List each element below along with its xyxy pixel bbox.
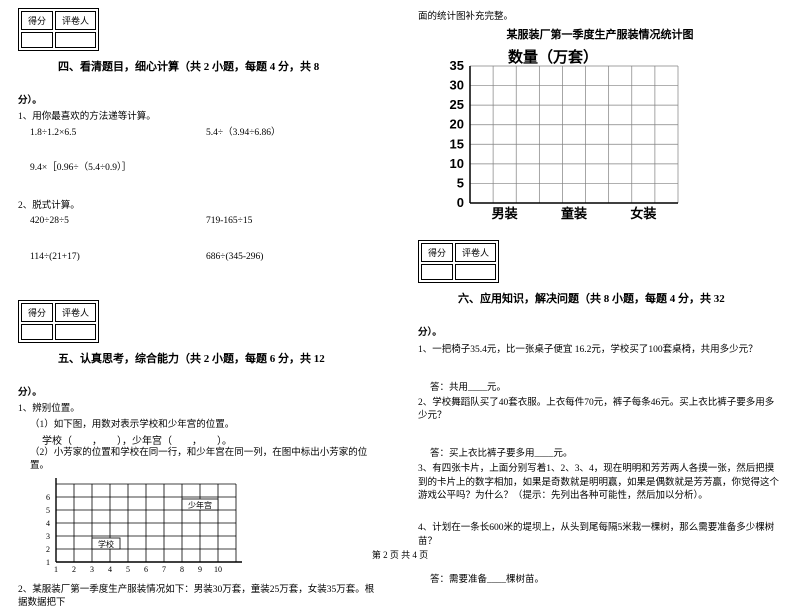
- left-column: 得分 评卷人 四、看清题目，细心计算（共 2 小题，每题 4 分，共 8 分）。…: [0, 0, 400, 540]
- svg-text:2: 2: [72, 565, 76, 574]
- a6-4: 答：需要准备____棵树苗。: [430, 571, 782, 585]
- section-4-title: 四、看清题目，细心计算（共 2 小题，每题 4 分，共 8: [58, 58, 382, 74]
- page-footer: 第 2 页 共 4 页: [0, 548, 800, 561]
- section-6-cont: 分）。: [418, 327, 782, 340]
- svg-text:25: 25: [450, 97, 464, 112]
- svg-text:5: 5: [126, 565, 130, 574]
- score-box-6: 得分 评卷人: [418, 240, 499, 283]
- section-4-cont: 分）。: [18, 95, 382, 108]
- svg-text:5: 5: [457, 176, 464, 191]
- svg-text:15: 15: [450, 137, 464, 152]
- q4-2c: 114÷(21+17): [30, 251, 206, 264]
- svg-text:7: 7: [162, 565, 166, 574]
- svg-text:1: 1: [54, 565, 58, 574]
- q5-1b: 学校（ ， ），少年宫（ ， ）。: [42, 432, 382, 447]
- svg-text:3: 3: [90, 565, 94, 574]
- svg-text:4: 4: [108, 565, 112, 574]
- right-column: 面的统计图补充完整。 某服装厂第一季度生产服装情况统计图 数量（万套） 0 5 10 1…: [400, 0, 800, 540]
- svg-text:童装: 童装: [561, 206, 587, 221]
- q6-3: 3、有四张卡片，上面分别写着1、2、3、4，现在明明和芳芳两人各摸一张，然后把摸…: [418, 463, 782, 503]
- q6-1: 1、一把椅子35.4元，比一张桌子便宜 16.2元，学校买了100套桌椅，共用多…: [418, 344, 782, 357]
- score-box-5: 得分 评卷人: [18, 300, 99, 343]
- q4-2b: 719-165÷15: [206, 215, 382, 228]
- svg-text:20: 20: [450, 117, 464, 132]
- q4-1b: 5.4÷（3.94÷6.86）: [206, 127, 382, 140]
- grader-label: 评卷人: [55, 11, 96, 30]
- svg-text:6: 6: [46, 493, 50, 502]
- svg-text:10: 10: [450, 156, 464, 171]
- q5-1c: （2）小芳家的位置和学校在同一行，和少年宫在同一列，在图中标出小芳家的位置。: [30, 447, 382, 474]
- svg-text:6: 6: [144, 565, 148, 574]
- q6-4: 4、计划在一条长600米的堤坝上，从头到尾每隔5米栽一棵树，那么需要准备多少棵树…: [418, 522, 782, 549]
- svg-text:0: 0: [457, 195, 464, 210]
- svg-text:30: 30: [450, 78, 464, 93]
- q5-1a: （1）如下图，用数对表示学校和少年宫的位置。: [30, 419, 382, 432]
- q6-2: 2、学校舞蹈队买了40套衣服。上衣每件70元，裤子每条46元。买上衣比裤子要多用…: [418, 397, 782, 424]
- a6-2: 答：买上衣比裤子要多用____元。: [430, 445, 782, 459]
- svg-text:4: 4: [46, 519, 50, 528]
- score-label: 得分: [21, 11, 53, 30]
- svg-text:5: 5: [46, 506, 50, 515]
- q4-2: 2、脱式计算。: [18, 200, 382, 213]
- bar-chart: 数量（万套） 0 5 10 15 20 25 30 35 男装 童装 女装: [428, 46, 782, 226]
- svg-text:3: 3: [46, 532, 50, 541]
- a6-1: 答：共用____元。: [430, 379, 782, 393]
- position-grid: 12345612345678910学校少年宫: [36, 478, 382, 578]
- svg-text:男装: 男装: [492, 206, 518, 221]
- q4-1: 1、用你最喜欢的方法递等计算。: [18, 111, 382, 124]
- section-5-title: 五、认真思考，综合能力（共 2 小题，每题 6 分，共 12: [58, 350, 382, 366]
- q4-1c: 9.4×［0.96÷（5.4÷0.9）］: [30, 162, 382, 175]
- svg-text:8: 8: [180, 565, 184, 574]
- svg-text:女装: 女装: [630, 206, 656, 221]
- chart-intro: 面的统计图补充完整。: [418, 11, 782, 24]
- q5-2: 2、某服装厂第一季度生产服装情况如下：男装30万套，童装25万套，女装35万套。…: [18, 584, 382, 610]
- q4-1a: 1.8÷1.2×6.5: [30, 127, 206, 140]
- svg-text:9: 9: [198, 565, 202, 574]
- svg-text:10: 10: [214, 565, 222, 574]
- section-6-title: 六、应用知识，解决问题（共 8 小题，每题 4 分，共 32: [458, 290, 782, 306]
- q4-2a: 420÷28÷5: [30, 215, 206, 228]
- svg-text:数量（万套）: 数量（万套）: [508, 48, 598, 66]
- svg-text:少年宫: 少年宫: [188, 500, 212, 510]
- section-5-cont: 分）。: [18, 387, 382, 400]
- chart-title: 某服装厂第一季度生产服装情况统计图: [418, 26, 782, 42]
- svg-text:35: 35: [450, 58, 464, 73]
- q5-1: 1、辨别位置。: [18, 403, 382, 416]
- score-box-4: 得分 评卷人: [18, 8, 99, 51]
- q4-2d: 686÷(345-296): [206, 251, 382, 264]
